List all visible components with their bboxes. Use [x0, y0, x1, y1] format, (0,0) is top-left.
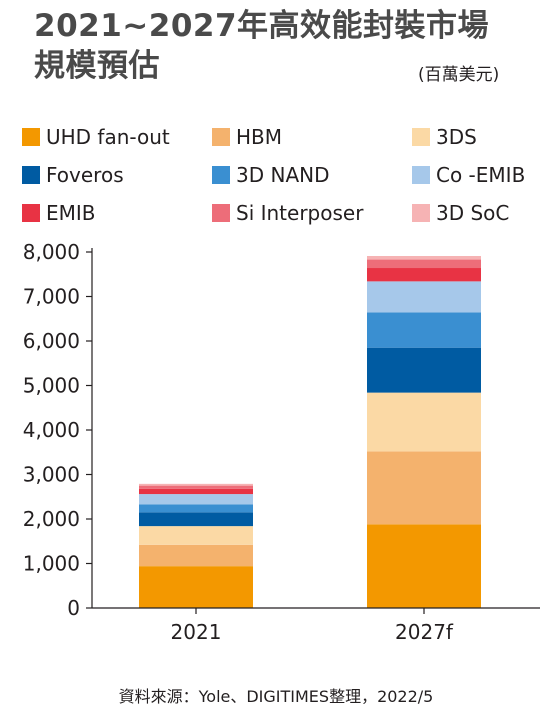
bar-segment	[139, 566, 253, 608]
y-tick-label: 3,000	[23, 463, 80, 487]
bars	[139, 256, 481, 608]
chart-title: 2021~2027年高效能封裝市場 規模預估	[34, 6, 489, 86]
bar-segment	[139, 483, 253, 486]
bar-segment	[139, 526, 253, 545]
x-axis: 2021 2027f	[92, 607, 540, 644]
bar-segment	[139, 512, 253, 527]
legend-swatch	[22, 166, 40, 184]
legend-item: 3DS	[412, 123, 477, 151]
bar-segment	[367, 281, 481, 313]
y-tick-label: 6,000	[23, 329, 80, 353]
legend-swatch	[212, 128, 230, 146]
legend-swatch	[212, 166, 230, 184]
bar-segment	[367, 451, 481, 525]
y-tick-label: 7,000	[23, 285, 80, 309]
y-tick-label: 4,000	[23, 418, 80, 442]
legend-label: EMIB	[46, 201, 96, 225]
bar-segment	[367, 312, 481, 348]
legend-item: Foveros	[22, 161, 124, 189]
legend-swatch	[22, 128, 40, 146]
bar-segment	[367, 347, 481, 393]
y-tick-label: 0	[67, 596, 80, 620]
bar-segment	[367, 268, 481, 282]
legend-item: Si Interposer	[212, 199, 363, 227]
legend-item: UHD fan-out	[22, 123, 170, 151]
bar-segment	[139, 544, 253, 567]
unit-label: (百萬美元)	[418, 65, 500, 85]
bar-segment	[367, 259, 481, 269]
y-tick-label: 5,000	[23, 374, 80, 398]
x-tick-label: 2021	[171, 620, 222, 644]
legend-label: Si Interposer	[236, 201, 364, 225]
legend-label: 3D SoC	[436, 201, 510, 225]
legend-label: UHD fan-out	[46, 125, 170, 149]
legend-swatch	[212, 204, 230, 222]
y-tick-label: 2,000	[23, 507, 80, 531]
bar-segment	[139, 485, 253, 489]
legend-item: HBM	[212, 123, 282, 151]
title-line-1: 2021~2027年高效能封裝市場	[34, 8, 490, 44]
legend-swatch	[412, 128, 430, 146]
legend-label: 3DS	[436, 125, 477, 149]
legend-item: 3D SoC	[412, 199, 509, 227]
legend-swatch	[412, 166, 430, 184]
legend-item: EMIB	[22, 199, 96, 227]
source-note: 資料來源：Yole、DIGITIMES整理，2022/5	[118, 687, 434, 706]
legend-swatch	[412, 204, 430, 222]
legend-item: 3D NAND	[212, 161, 330, 189]
legend-swatch	[22, 204, 40, 222]
y-tick-label: 1,000	[23, 552, 80, 576]
bar-segment	[367, 256, 481, 260]
legend-label: 3D NAND	[236, 163, 330, 187]
y-axis: 0 1,000 2,000 3,000 4,000 5,000 6,000 7,000 8,00…	[23, 240, 93, 620]
bar-segment	[139, 504, 253, 513]
legend-item: Co -EMIB	[412, 161, 525, 189]
legend: UHD fan-out HBM 3DS Foveros 3D NAND Co -EMIB E…	[22, 123, 542, 233]
bar-segment	[367, 524, 481, 608]
x-tick-label: 2027f	[395, 620, 454, 644]
bar-segment	[367, 392, 481, 452]
legend-label: Co -EMIB	[436, 163, 526, 187]
title-line-2: 規模預估	[34, 48, 160, 84]
legend-label: Foveros	[46, 163, 124, 187]
y-tick-label: 8,000	[23, 240, 80, 264]
stacked-bar-chart: 0 1,000 2,000 3,000 4,000 5,000 6,000 7,000 8,00…	[23, 240, 540, 644]
bar-segment	[139, 488, 253, 495]
bar-segment	[139, 494, 253, 505]
legend-label: HBM	[236, 125, 283, 149]
